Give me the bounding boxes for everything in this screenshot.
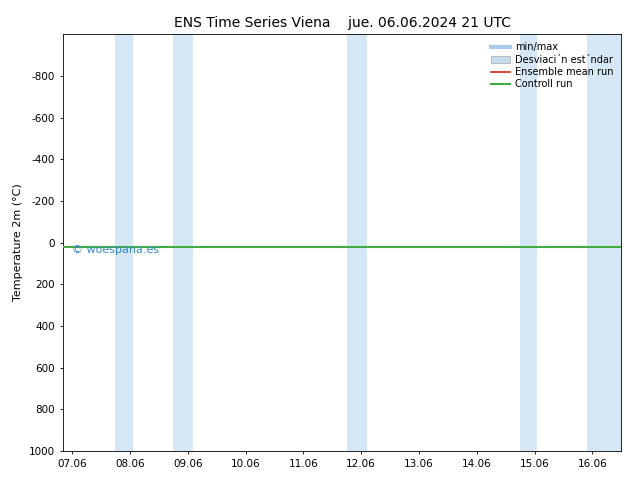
Bar: [115, 34, 133, 451]
Bar: [173, 34, 193, 451]
Title: ENS Time Series Viena    jue. 06.06.2024 21 UTC: ENS Time Series Viena jue. 06.06.2024 21…: [174, 16, 511, 30]
Bar: [586, 34, 621, 451]
Text: © woespana.es: © woespana.es: [72, 245, 159, 255]
Y-axis label: Temperature 2m (°C): Temperature 2m (°C): [13, 184, 23, 301]
Bar: [520, 34, 538, 451]
Legend: min/max, Desviaci´n est´ndar, Ensemble mean run, Controll run: min/max, Desviaci´n est´ndar, Ensemble m…: [488, 39, 616, 92]
Bar: [347, 34, 367, 451]
